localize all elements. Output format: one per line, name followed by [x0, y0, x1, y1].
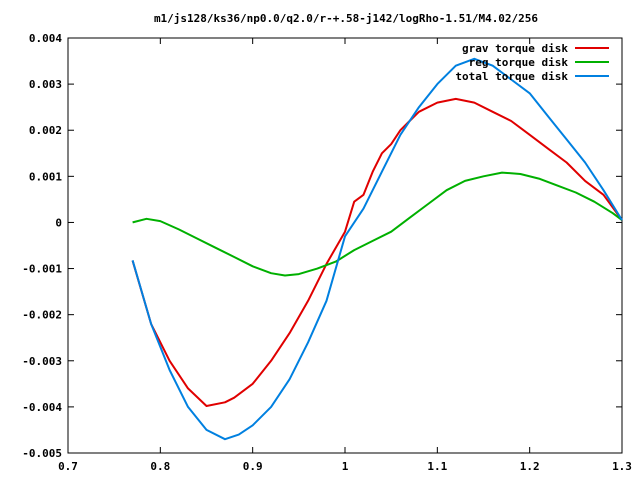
x-tick-label: 1.3: [612, 460, 632, 473]
x-tick-label: 1.2: [520, 460, 540, 473]
legend-label: total torque disk: [455, 70, 568, 83]
legend-label: reg torque disk: [469, 56, 569, 69]
x-tick-label: 1.1: [427, 460, 447, 473]
y-tick-label: 0: [55, 216, 62, 229]
y-tick-label: 0.004: [29, 32, 62, 45]
series-line-reg-torque-disk: [132, 171, 623, 277]
axes: 0.7 0.8 0.9 1 1.1 1.2 1.3 -0.005 -0.004 -0.003 -0.…: [22, 32, 632, 473]
x-tick-label: 0.9: [243, 460, 263, 473]
y-tick-label: 0.003: [29, 78, 62, 91]
x-tick-label: 1: [342, 460, 349, 473]
x-tick-label: 0.8: [150, 460, 170, 473]
y-tick-label: -0.001: [22, 263, 62, 276]
y-tick-label: 0.002: [29, 124, 62, 137]
x-tick-label: 0.7: [58, 460, 78, 473]
series-line-total-torque-disk: [131, 57, 623, 441]
y-tick-label: -0.004: [22, 401, 62, 414]
series-layer: [131, 57, 623, 441]
plot-area-border: [67, 37, 623, 454]
y-tick-label: -0.005: [22, 447, 62, 460]
y-tick-label: -0.003: [22, 355, 62, 368]
y-tick-label: 0.001: [29, 170, 62, 183]
series-line-grav-torque-disk: [131, 97, 623, 407]
chart-title: m1/js128/ks36/np0.0/q2.0/r-+.58-j142/log…: [154, 12, 538, 25]
y-tick-label: -0.002: [22, 309, 62, 322]
legend-label: grav torque disk: [462, 42, 568, 55]
